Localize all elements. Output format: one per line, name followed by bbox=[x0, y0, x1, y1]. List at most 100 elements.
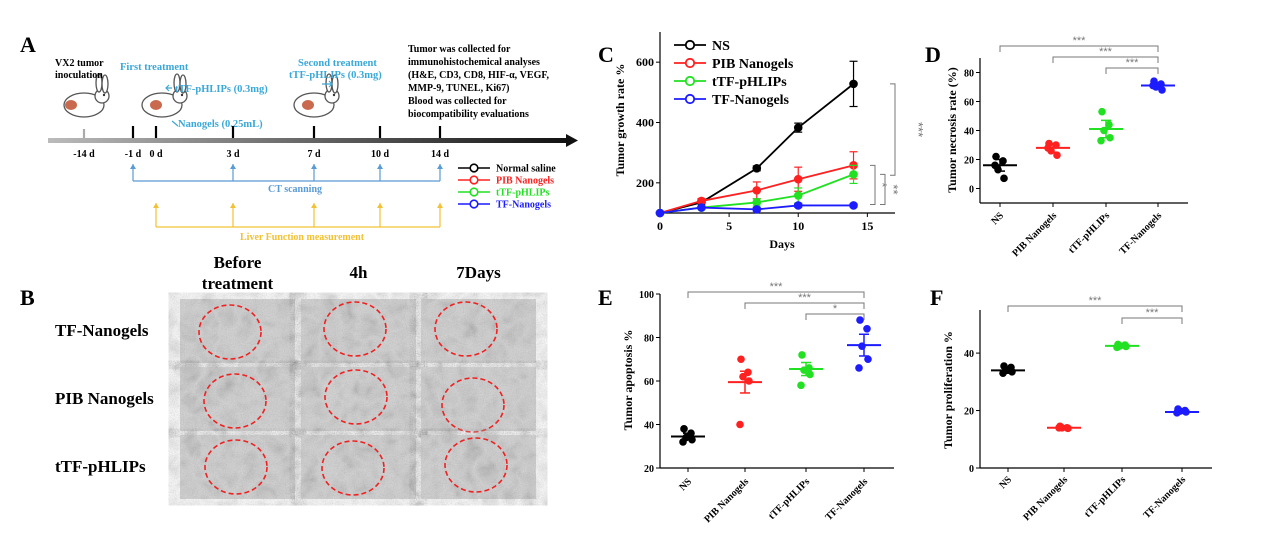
timeline-day-label: 7 d bbox=[307, 149, 321, 160]
data-point bbox=[1149, 81, 1157, 90]
data-point bbox=[864, 355, 872, 364]
tumor-outline bbox=[444, 437, 508, 493]
data-point bbox=[1044, 144, 1052, 152]
angiography-image bbox=[180, 435, 295, 499]
y-tick-label: 40 bbox=[964, 349, 974, 360]
data-point bbox=[688, 435, 696, 444]
data-point bbox=[849, 79, 858, 89]
significance-label: *** bbox=[770, 281, 784, 293]
data-point bbox=[1122, 342, 1130, 351]
tumor-outline bbox=[321, 440, 385, 496]
x-tick-label: NS bbox=[677, 476, 694, 493]
significance-bracket bbox=[805, 313, 865, 320]
panel-label-c: C bbox=[598, 42, 614, 67]
y-tick-label: 20 bbox=[964, 156, 974, 167]
data-point bbox=[744, 368, 752, 377]
bracket-arrow-head bbox=[230, 164, 236, 169]
data-point bbox=[752, 186, 762, 195]
x-tick-label: 5 bbox=[726, 219, 732, 233]
data-point bbox=[793, 174, 803, 184]
y-tick-label: 60 bbox=[964, 98, 974, 109]
significance-bracket bbox=[999, 45, 1159, 52]
significance-bracket bbox=[1007, 305, 1183, 312]
x-tick-label: TF-Nanogels bbox=[1141, 474, 1188, 521]
panel-label-b: B bbox=[20, 285, 35, 310]
legend-marker bbox=[469, 175, 479, 185]
legend-label: NS bbox=[712, 39, 730, 54]
y-axis-title: Tumor necrosis rate (%) bbox=[945, 67, 959, 192]
image-vessels bbox=[180, 435, 295, 499]
bracket-arrow-head bbox=[437, 203, 443, 208]
tumor-outline bbox=[434, 301, 498, 357]
data-point bbox=[1000, 174, 1008, 183]
image-vessels bbox=[421, 435, 536, 499]
significance-bracket bbox=[880, 173, 886, 206]
bracket-arrow-head bbox=[377, 203, 383, 208]
legend-marker bbox=[469, 187, 479, 197]
y-tick-label: 400 bbox=[636, 116, 654, 130]
tumor-outline bbox=[203, 373, 267, 429]
x-tick-label: TF-Nanogels bbox=[1117, 210, 1164, 257]
data-point bbox=[863, 325, 871, 333]
y-tick-label: 600 bbox=[636, 55, 654, 69]
bracket-arrow-head bbox=[311, 203, 317, 208]
x-tick-label: NS bbox=[997, 474, 1014, 491]
panel-a: A VX2 tumor inoculatio bbox=[20, 32, 578, 243]
data-point bbox=[752, 164, 762, 173]
y-tick-label: 20 bbox=[964, 407, 974, 418]
second-dose-label: tTF-pHLIPs (0.3mg) bbox=[289, 70, 382, 81]
legend-marker bbox=[684, 57, 696, 69]
data-point bbox=[1182, 408, 1190, 416]
data-point bbox=[855, 364, 863, 372]
significance-label: ** bbox=[886, 184, 901, 194]
legend-label: Normal saline bbox=[496, 164, 556, 175]
data-point bbox=[797, 381, 805, 390]
legend-marker bbox=[684, 75, 696, 87]
event-final-note: Tumor was collected for immunohistochemic… bbox=[408, 44, 550, 120]
bracket-arrow-head bbox=[437, 164, 443, 169]
timeline-ticks: -14 d -1 d 0 d 3 d 7 d 10 d 14 d bbox=[73, 126, 449, 160]
y-tick-label: 0 bbox=[969, 464, 974, 475]
significance-bracket bbox=[890, 83, 896, 176]
legend-marker bbox=[684, 93, 696, 105]
x-tick-label: tTF-pHLIPs bbox=[767, 476, 813, 522]
data-point bbox=[793, 123, 803, 132]
significance-label: *** bbox=[911, 122, 926, 137]
data-point bbox=[1158, 86, 1166, 94]
imaging-column-header: 7Days bbox=[456, 263, 501, 282]
timeline-day-label: -1 d bbox=[125, 149, 142, 160]
tumor-outline bbox=[198, 304, 262, 360]
liver-function-bracket bbox=[153, 203, 443, 228]
chart-c-tumor-growth: 0 5 10 15 Days 200 400 600 Tumor growth rate % NS… bbox=[613, 32, 926, 251]
imaging-column-header: 4h bbox=[350, 263, 369, 282]
ct-scanning-label: CT scanning bbox=[268, 184, 322, 195]
imaging-row-header: TF-Nanogels bbox=[55, 321, 149, 340]
data-point bbox=[687, 429, 695, 438]
panel-label-e: E bbox=[598, 285, 613, 310]
event-second-treatment: Second treatment bbox=[298, 58, 377, 69]
image-vessels bbox=[301, 299, 416, 363]
event-inoculation: VX2 tumor inoculation bbox=[55, 58, 104, 81]
first-dose-label: tTF-pHLIPs (0.3mg) bbox=[175, 84, 268, 95]
data-point bbox=[1106, 133, 1114, 142]
data-point bbox=[1064, 424, 1072, 433]
y-axis-title: Tumor apoptosis % bbox=[621, 330, 635, 431]
data-point bbox=[679, 438, 687, 446]
bracket-arrow-head bbox=[153, 203, 159, 208]
data-point bbox=[800, 366, 808, 374]
rabbit-icon bbox=[141, 73, 188, 118]
image-vessels bbox=[180, 299, 295, 363]
significance-label: *** bbox=[1126, 57, 1140, 69]
data-point bbox=[806, 370, 814, 379]
ct-scanning-bracket bbox=[130, 164, 443, 182]
rabbit-icon bbox=[293, 73, 340, 118]
legend-label: PIB Nanogels bbox=[712, 57, 794, 72]
y-tick-label: 0 bbox=[969, 185, 974, 196]
liver-function-label: Liver Function measurement bbox=[240, 232, 365, 243]
image-vessels bbox=[421, 367, 536, 431]
chart-f-tumor-proliferation: 0 20 40 Tumor proliferation % NS PIB Nanogels… bbox=[941, 295, 1212, 523]
legend-label: PIB Nanogels bbox=[496, 176, 554, 187]
significance-label: *** bbox=[1073, 35, 1087, 47]
significance-label: * bbox=[875, 182, 890, 187]
rabbit-icon bbox=[63, 73, 110, 118]
